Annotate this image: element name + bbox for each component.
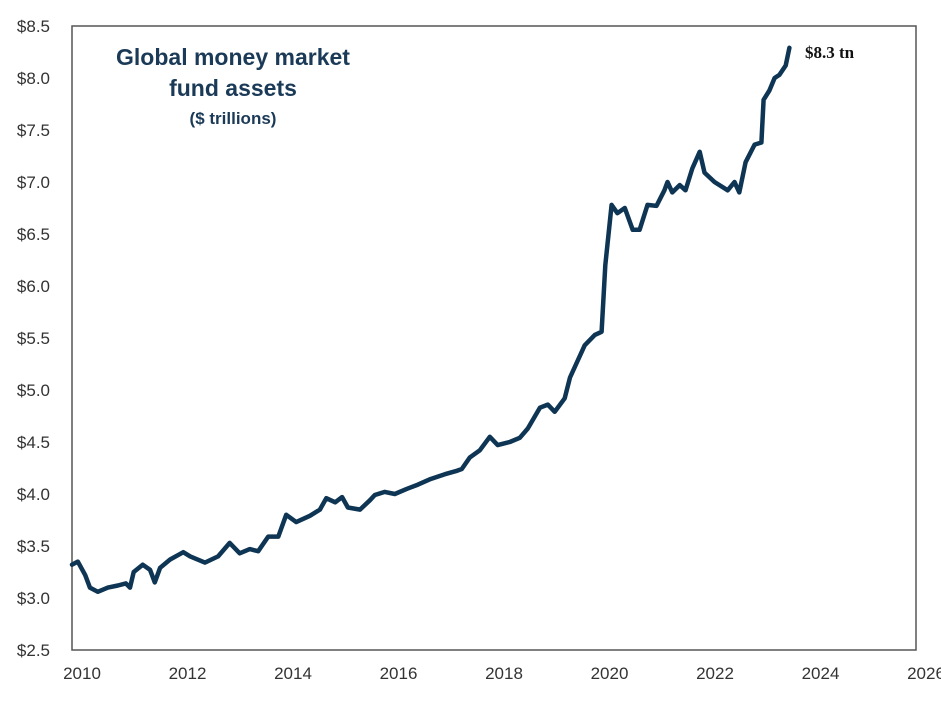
x-tick-label: 2022 (696, 664, 734, 683)
y-tick-label: $5.0 (17, 381, 50, 400)
y-tick-label: $8.5 (17, 17, 50, 36)
chart-title-line-2: fund assets (169, 75, 297, 101)
y-tick-label: $5.5 (17, 329, 50, 348)
x-tick-label: 2018 (485, 664, 523, 683)
y-tick-label: $8.0 (17, 69, 50, 88)
y-axis: $8.5 $8.0 $7.5 $7.0 $6.5 $6.0 $5.5 $5.0 $4.5 $4.0… (17, 17, 50, 660)
x-tick-label: 2026 (907, 664, 941, 683)
y-tick-label: $6.5 (17, 225, 50, 244)
x-tick-label: 2010 (63, 664, 101, 683)
plot-area (71, 25, 917, 651)
x-tick-label: 2016 (380, 664, 418, 683)
y-tick-label: $3.5 (17, 537, 50, 556)
chart-subtitle: ($ trillions) (190, 109, 277, 128)
chart-title-line-1: Global money market (116, 44, 350, 70)
series-line (69, 45, 792, 595)
end-value-annotation: $8.3 tn (805, 43, 855, 62)
x-tick-label: 2020 (591, 664, 629, 683)
x-tick-label: 2012 (169, 664, 207, 683)
x-axis: 2010 2012 2014 2016 2018 2020 2022 2024 2026 (63, 664, 941, 683)
y-tick-label: $4.0 (17, 485, 50, 504)
y-tick-label: $3.0 (17, 589, 50, 608)
x-tick-label: 2024 (802, 664, 840, 683)
y-tick-label: $7.0 (17, 173, 50, 192)
y-tick-label: $2.5 (17, 641, 50, 660)
x-tick-label: 2014 (274, 664, 312, 683)
y-tick-label: $6.0 (17, 277, 50, 296)
y-tick-label: $4.5 (17, 433, 50, 452)
y-tick-label: $7.5 (17, 121, 50, 140)
